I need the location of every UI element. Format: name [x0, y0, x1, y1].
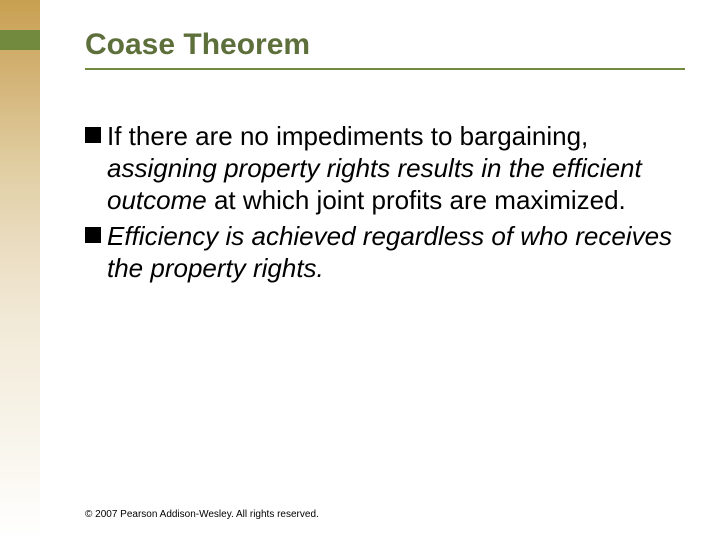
bullet-text-italic: Efficiency is achieved regardless of who… — [107, 221, 672, 283]
slide-title: Coase Theorem — [85, 28, 310, 62]
bullet-item: If there are no impediments to bargainin… — [85, 120, 685, 216]
bullet-square-icon — [85, 227, 101, 243]
left-gradient — [0, 0, 40, 540]
slide-content: If there are no impediments to bargainin… — [85, 120, 685, 288]
left-decorative-strip — [0, 0, 40, 540]
bullet-item: Efficiency is achieved regardless of who… — [85, 220, 685, 284]
left-accent-block — [0, 30, 40, 50]
bullet-text: Efficiency is achieved regardless of who… — [107, 220, 685, 284]
copyright-notice: © 2007 Pearson Addison-Wesley. All right… — [85, 509, 319, 520]
bullet-text-plain: at which joint profits are maximized. — [207, 185, 626, 215]
bullet-text: If there are no impediments to bargainin… — [107, 120, 685, 216]
title-underline — [85, 68, 685, 70]
bullet-square-icon — [85, 127, 101, 143]
bullet-text-plain: If there are no impediments to bargainin… — [107, 121, 588, 151]
